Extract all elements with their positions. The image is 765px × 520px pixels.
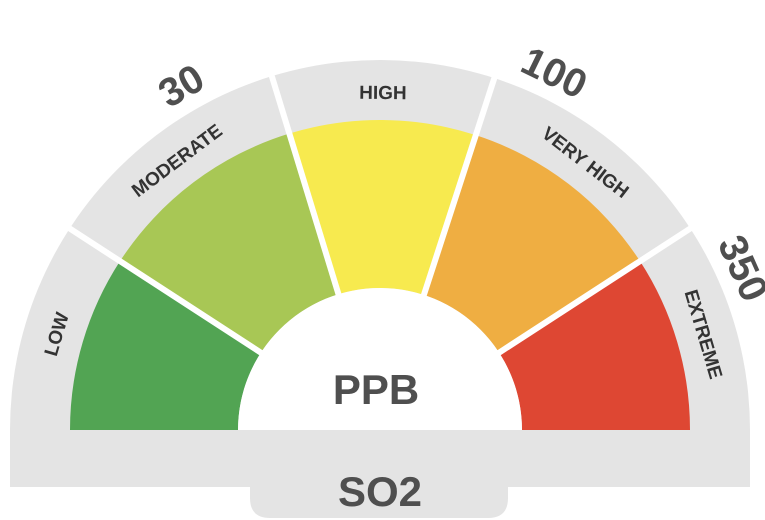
band-divider	[419, 75, 498, 300]
band-divider	[268, 73, 343, 299]
band-extreme	[499, 261, 690, 430]
unit-label: PPB	[333, 366, 419, 413]
band-moderate	[120, 133, 339, 353]
center-hub	[238, 288, 522, 430]
band-divider	[66, 224, 266, 358]
band-very-high	[423, 135, 640, 353]
band-dividers	[66, 73, 694, 358]
pollutant-label: SO2	[338, 468, 422, 515]
band-divider	[494, 224, 694, 358]
band-high	[289, 120, 476, 295]
severity-bands	[70, 120, 690, 430]
band-low	[70, 261, 261, 430]
band-label-high: HIGH	[359, 83, 407, 104]
